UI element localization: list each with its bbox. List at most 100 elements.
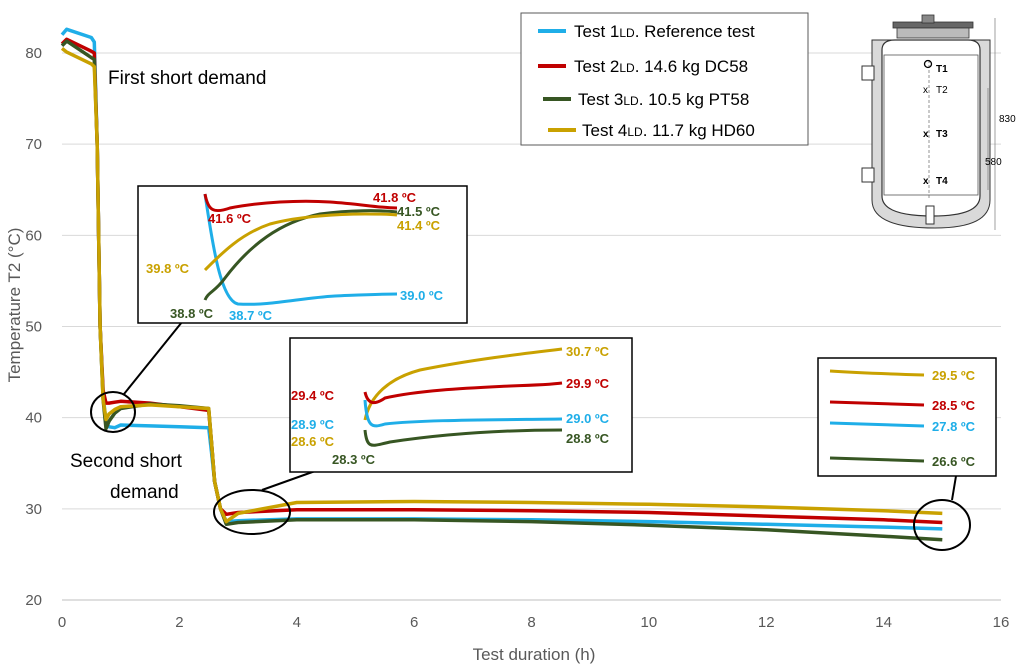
x-tick-label: 2: [175, 614, 183, 631]
sensor-marker-t2: x: [923, 85, 928, 96]
legend-main: Test 4: [582, 121, 627, 140]
inset3-label: 27.8 ºC: [932, 419, 976, 434]
inset-frame: [289, 337, 633, 473]
annotation-first-short-demand: First short demand: [108, 68, 266, 89]
legend-item-test3: Test 3LD. 10.5 kg PT58: [543, 90, 749, 109]
y-tick-label: 50: [25, 319, 42, 336]
zoom-connector-second: [261, 469, 319, 491]
y-tick-label: 70: [25, 136, 42, 153]
axis-ticks: 20 30 40 50 60 70 80 0 2 4 6 8 10 12 14 16: [25, 45, 1009, 631]
tank-port-left-bottom: [861, 167, 875, 183]
series-line-test4: [60, 47, 943, 524]
tank-diagram: T1 x T2 x T3 x T4 830 580: [861, 14, 1016, 230]
inset-curve-test3: [203, 209, 398, 301]
y-tick-label: 20: [25, 592, 42, 609]
sensor-label: T2: [936, 85, 948, 96]
inset1-label: 41.8 ºC: [373, 190, 417, 205]
inset1-label: 39.8 ºC: [146, 261, 190, 276]
inset-curve-test3: [363, 428, 563, 447]
inset3-label: 29.5 ºC: [932, 368, 976, 383]
tank-bottom-outlet: [925, 205, 935, 225]
inset-curve-test4: [363, 347, 563, 421]
annotation-second-short-demand-line2: demand: [110, 482, 179, 503]
inset-frame: [817, 357, 997, 477]
inset-curve-test2: [203, 193, 398, 213]
inset1-label: 39.0 ºC: [400, 288, 444, 303]
sensor-marker-t3: x: [923, 129, 929, 140]
inset2-label: 29.0 ºC: [566, 411, 610, 426]
y-axis-title: Temperature T2 (°C): [5, 228, 24, 383]
zoom-ellipse-second: [213, 489, 291, 535]
legend-rest: . 10.5 kg PT58: [639, 90, 750, 109]
inset-curve-test4: [829, 369, 925, 377]
legend-sub: LD: [619, 26, 635, 40]
x-tick-label: 14: [875, 614, 892, 631]
x-tick-label: 4: [293, 614, 301, 631]
inset1-label: 38.8 ºC: [170, 306, 214, 321]
sensor-label: T3: [936, 129, 948, 140]
inset2-label: 29.9 ºC: [566, 376, 610, 391]
sensor-label: T1: [936, 64, 948, 75]
legend-label: Test 3LD. 10.5 kg PT58: [578, 90, 749, 109]
inset-curve-test1: [363, 399, 563, 428]
y-tick-label: 80: [25, 45, 42, 62]
inset-curve-test4: [203, 212, 398, 272]
legend: Test 1LD. Reference test Test 2LD. 14.6 …: [520, 12, 809, 146]
legend-label: Test 1LD. Reference test: [574, 22, 755, 41]
legend-rest: . 11.7 kg HD60: [643, 121, 755, 140]
x-tick-label: 8: [527, 614, 535, 631]
legend-item-test1: Test 1LD. Reference test: [538, 22, 755, 41]
inset1-label: 41.6 ºC: [208, 211, 252, 226]
zoom-connector-first: [123, 321, 183, 395]
inset2-label: 28.8 ºC: [566, 431, 610, 446]
x-tick-label: 12: [758, 614, 775, 631]
zoom-connector-end: [951, 475, 957, 501]
x-tick-label: 6: [410, 614, 418, 631]
inset2-label: 28.6 ºC: [291, 434, 335, 449]
tank-inner: [883, 54, 979, 196]
sensor-marker-t4: x: [923, 176, 929, 187]
inset-curve-test1: [829, 421, 925, 428]
dim-outer-label: 830: [999, 114, 1016, 125]
inset1-label: 41.4 ºC: [397, 218, 441, 233]
legend-main: Test 1: [574, 22, 619, 41]
legend-rest: . 14.6 kg DC58: [635, 57, 748, 76]
inset2-label: 28.9 ºC: [291, 417, 335, 432]
annotation-second-short-demand-line1: Second short: [70, 451, 183, 472]
x-tick-label: 0: [58, 614, 66, 631]
legend-rest: . Reference test: [635, 22, 755, 41]
legend-label: Test 4LD. 11.7 kg HD60: [582, 121, 755, 140]
sensor-label: T4: [936, 176, 948, 187]
legend-sub: LD: [619, 61, 635, 75]
legend-frame: [520, 12, 809, 146]
legend-main: Test 2: [574, 57, 619, 76]
y-tick-label: 60: [25, 227, 42, 244]
first-demand-inset: 41.8 ºC 41.6 ºC 41.5 ºC 41.4 ºC 39.8 ºC …: [137, 185, 468, 324]
inset-curve-test2: [829, 400, 925, 407]
zoom-ellipse-first: [90, 391, 136, 433]
y-tick-label: 40: [25, 410, 42, 427]
inset-curve-test3: [829, 456, 925, 463]
legend-sub: LD: [623, 94, 639, 108]
x-axis-title: Test duration (h): [473, 645, 596, 664]
y-tick-label: 30: [25, 501, 42, 518]
x-tick-label: 10: [641, 614, 658, 631]
second-demand-inset: 30.7 ºC 29.9 ºC 29.4 ºC 28.9 ºC 29.0 ºC …: [289, 337, 633, 473]
x-tick-label: 16: [993, 614, 1010, 631]
inset1-label: 41.5 ºC: [397, 204, 441, 219]
inset1-label: 38.7 ºC: [229, 308, 273, 323]
tank-top-pipe: [921, 14, 935, 24]
inset-curve-test2: [363, 381, 563, 405]
end-inset: 29.5 ºC 28.5 ºC 27.8 ºC 26.6 ºC: [817, 357, 997, 477]
series-lines: [60, 27, 943, 542]
inset2-label: 28.3 ºC: [332, 452, 376, 467]
inset2-label: 29.4 ºC: [291, 388, 335, 403]
sensor-t1-ring: [923, 59, 933, 69]
zoom-ellipse-end: [913, 499, 971, 551]
legend-main: Test 3: [578, 90, 623, 109]
tank-lid: [896, 27, 970, 39]
inset3-label: 26.6 ºC: [932, 454, 976, 469]
inset-curve-test1: [203, 193, 398, 306]
legend-item-test4: Test 4LD. 11.7 kg HD60: [548, 121, 755, 140]
